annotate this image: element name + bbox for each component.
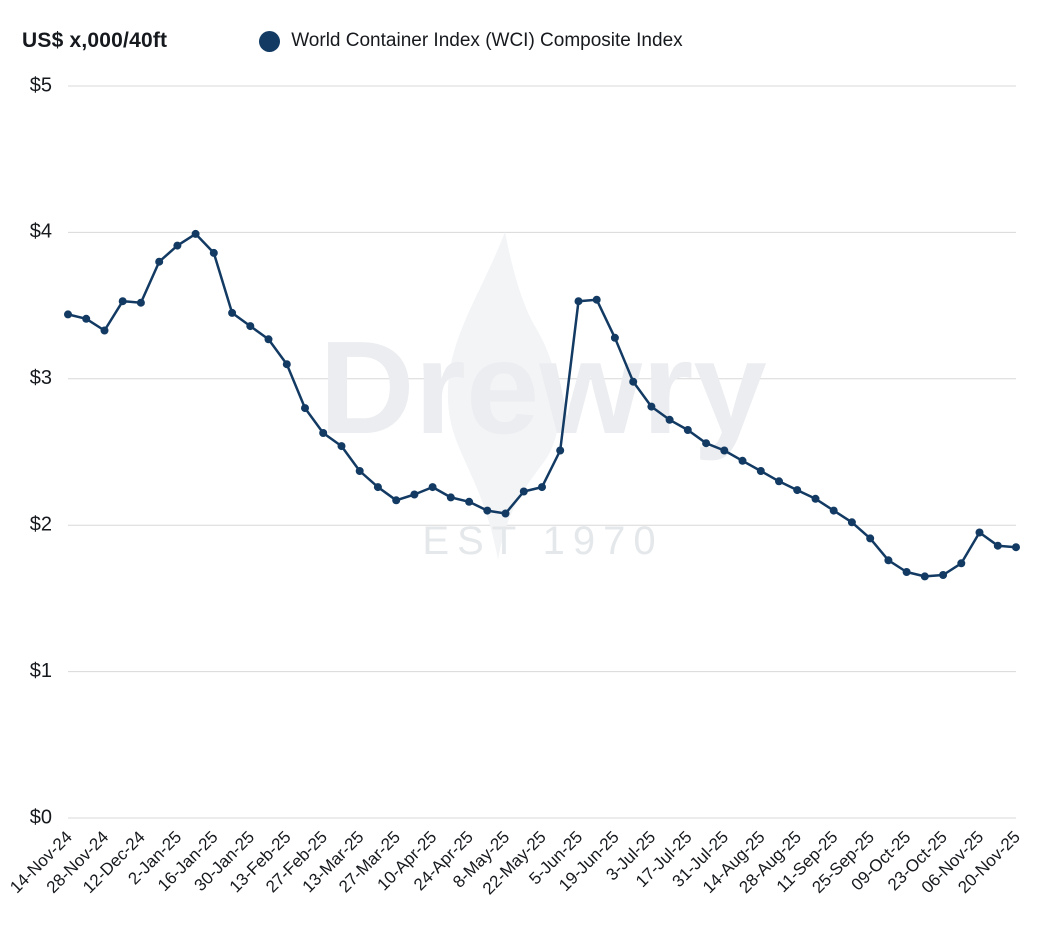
data-point xyxy=(1012,543,1020,552)
data-point xyxy=(647,402,656,411)
data-point xyxy=(993,541,1002,550)
data-point xyxy=(939,571,948,579)
gridlines xyxy=(68,85,1016,819)
data-point xyxy=(920,572,929,581)
watermark-title: Drewry xyxy=(319,314,767,461)
data-point xyxy=(465,497,474,506)
data-point xyxy=(902,568,911,576)
legend-label: World Container Index (WCI) Composite In… xyxy=(291,30,683,51)
data-point xyxy=(82,314,91,323)
watermark: Drewry EST 1970 xyxy=(319,232,767,563)
data-point xyxy=(264,335,273,344)
data-point xyxy=(884,556,893,565)
y-tick-label: $4 xyxy=(30,221,52,243)
data-point xyxy=(191,229,200,238)
data-point xyxy=(592,295,601,304)
data-point xyxy=(100,326,109,335)
series-line-group xyxy=(64,229,1020,581)
data-point xyxy=(538,483,546,492)
data-point xyxy=(319,429,328,437)
data-point xyxy=(957,559,966,568)
data-point xyxy=(392,496,401,505)
y-axis-unit-label: US$ x,000/40ft xyxy=(22,29,168,52)
data-point xyxy=(282,360,291,369)
data-point xyxy=(483,506,492,515)
data-point xyxy=(610,333,619,342)
y-tick-label: $5 xyxy=(30,74,52,96)
data-point xyxy=(793,486,802,495)
data-point xyxy=(446,493,455,502)
legend-item-wci[interactable]: World Container Index (WCI) Composite In… xyxy=(259,30,683,52)
data-point xyxy=(629,377,638,386)
data-point xyxy=(574,297,583,306)
chart-header: US$ x,000/40ft World Container Index (WC… xyxy=(0,0,1041,66)
data-point xyxy=(866,534,875,543)
data-point xyxy=(155,257,164,266)
data-point xyxy=(683,426,692,434)
data-point xyxy=(337,442,346,451)
data-point xyxy=(246,322,255,331)
data-point xyxy=(301,404,309,413)
legend: World Container Index (WCI) Composite In… xyxy=(259,30,683,52)
data-point xyxy=(756,467,765,475)
y-tick-label: $2 xyxy=(30,513,52,535)
data-point xyxy=(738,456,747,465)
watermark-subtitle: EST 1970 xyxy=(422,519,663,563)
data-point xyxy=(829,506,838,515)
data-point xyxy=(665,415,674,424)
y-tick-label: $1 xyxy=(30,660,52,682)
data-point xyxy=(228,308,237,317)
data-point xyxy=(64,310,72,319)
data-point xyxy=(556,446,565,455)
data-point xyxy=(702,439,711,448)
data-point xyxy=(975,528,984,537)
y-tick-label: $0 xyxy=(30,806,52,828)
data-point xyxy=(811,494,820,503)
data-point xyxy=(410,490,419,499)
data-point xyxy=(209,248,218,257)
drewry-flame-icon xyxy=(447,232,560,560)
data-point xyxy=(428,483,437,492)
data-point xyxy=(173,241,182,250)
legend-marker-icon xyxy=(259,30,281,52)
data-point xyxy=(720,446,729,455)
y-axis-labels: $0 $1 $2 $3 $4 $5 xyxy=(30,74,52,828)
y-tick-label: $3 xyxy=(30,367,52,389)
data-point xyxy=(501,509,510,518)
data-point xyxy=(355,467,364,475)
x-axis-labels: 14-Nov-2428-Nov-2412-Dec-242-Jan-2516-Ja… xyxy=(6,827,1024,898)
data-point xyxy=(118,297,127,306)
data-point xyxy=(136,298,145,307)
data-point xyxy=(373,483,382,492)
data-point xyxy=(519,487,528,496)
data-point xyxy=(775,477,783,486)
data-point xyxy=(847,518,856,527)
